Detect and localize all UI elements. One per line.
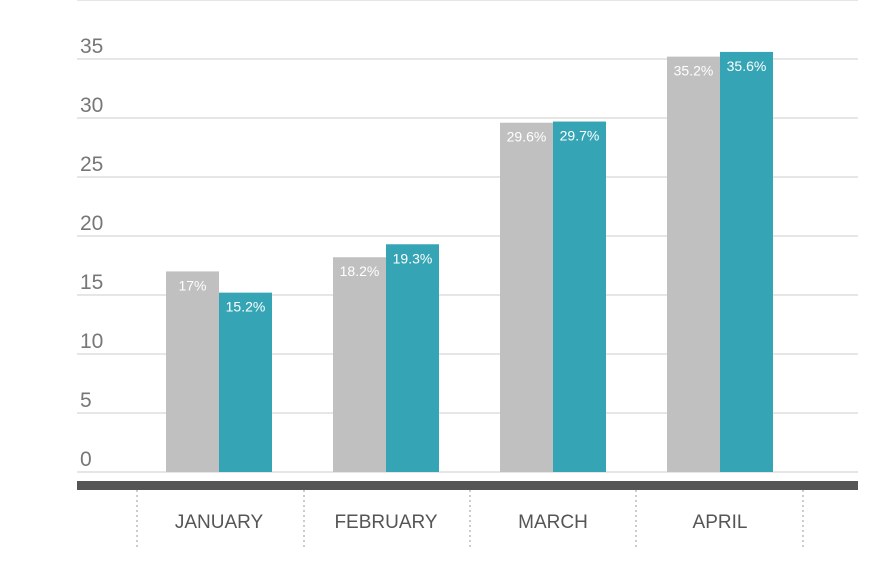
- bar: [720, 51, 773, 473]
- data-label: 15.2%: [226, 299, 266, 315]
- bar: [553, 121, 606, 472]
- bars: [166, 51, 773, 473]
- data-label: 29.7%: [560, 128, 600, 144]
- bar: [386, 244, 439, 472]
- bar: [166, 271, 219, 472]
- bar: [667, 56, 720, 472]
- data-labels: 17% 18.2% 29.6% 35.2% 15.2% 19.3% 29.7% 35.6%: [178, 58, 766, 315]
- y-tick-label: 5: [80, 389, 92, 412]
- data-label: 18.2%: [340, 263, 380, 279]
- y-tick-label: 15: [80, 271, 103, 294]
- x-tick-label: APRIL: [693, 512, 748, 533]
- y-tick-label: 10: [80, 330, 103, 353]
- data-label: 35.2%: [674, 63, 714, 79]
- data-label: 19.3%: [393, 250, 433, 266]
- data-label: 17%: [178, 277, 206, 293]
- data-label: 35.6%: [727, 58, 767, 74]
- y-tick-label: 25: [80, 153, 103, 176]
- y-axis-ticks: 0 5 10 15 20 25 30 35: [80, 35, 103, 471]
- x-tick-label: MARCH: [518, 512, 588, 533]
- bar: [219, 292, 272, 472]
- x-axis-baseline: [77, 481, 858, 490]
- y-tick-label: 30: [80, 94, 103, 117]
- y-tick-label: 35: [80, 35, 103, 58]
- y-tick-label: 0: [80, 448, 92, 471]
- data-label: 29.6%: [507, 129, 547, 145]
- bar: [333, 257, 386, 472]
- category-separators: [136, 490, 804, 550]
- category-labels: JANUARY FEBRUARY MARCH APRIL: [175, 512, 748, 533]
- bar: [500, 122, 553, 472]
- x-tick-label: JANUARY: [175, 512, 264, 533]
- y-tick-label: 20: [80, 212, 103, 235]
- x-tick-label: FEBRUARY: [334, 512, 437, 533]
